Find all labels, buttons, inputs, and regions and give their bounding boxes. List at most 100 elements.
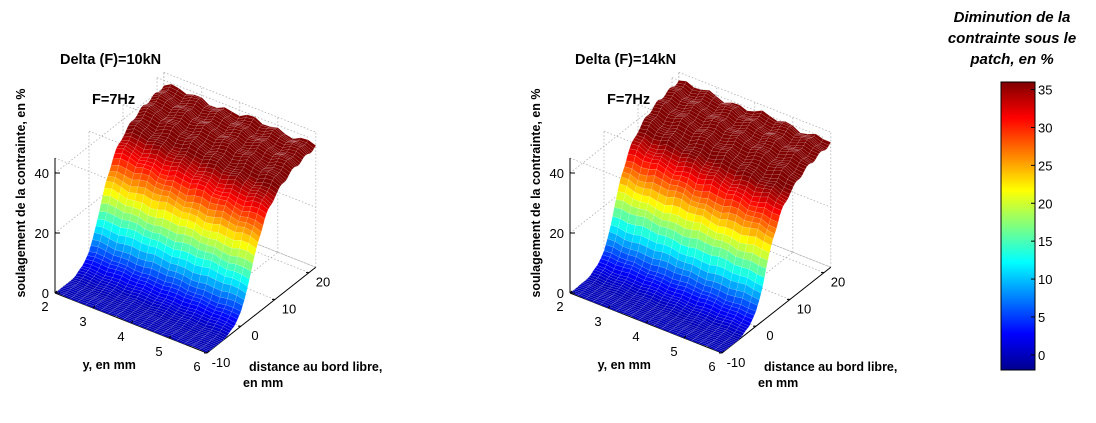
distance-axis-title-line: distance au bord libre, xyxy=(249,360,382,374)
surface-patch xyxy=(809,150,820,157)
distance-tick-label: -10 xyxy=(727,355,746,370)
tick-labels: 0 20 40 2 3 4 5 6 -10 0 10 20 xyxy=(550,166,846,374)
surface-patch xyxy=(263,194,274,205)
surface-patch xyxy=(724,340,735,346)
x-tick xyxy=(168,335,172,339)
surface-patch xyxy=(255,213,265,226)
chart-title: Delta (F)=10kN xyxy=(60,52,161,68)
surface-chart-14kN: 0 20 40 2 3 4 5 6 -10 0 10 20 y, en mm distance au bo… xyxy=(529,52,897,390)
surface-patch xyxy=(296,148,306,158)
x-tick-label: 5 xyxy=(670,344,677,359)
x-tick-label: 3 xyxy=(79,314,86,329)
surface-patch xyxy=(248,235,259,250)
surface-patch xyxy=(792,171,803,179)
surface-patch xyxy=(202,345,213,351)
surface-patch xyxy=(744,312,755,320)
surface-patch xyxy=(734,329,745,336)
surface-patch xyxy=(279,169,289,180)
surface-patch xyxy=(282,163,293,173)
surface-patch xyxy=(284,160,294,170)
surface-patch xyxy=(297,146,308,156)
colorbar-tick-label: 35 xyxy=(1038,83,1052,98)
surface-patch xyxy=(258,203,269,214)
surface-patch xyxy=(209,339,220,346)
surface-patch xyxy=(262,196,272,207)
z-axis-title: soulagement de la contrainte, en % xyxy=(14,88,28,297)
surface-patch xyxy=(715,347,726,352)
surface-patch xyxy=(753,282,763,294)
surface-patch xyxy=(717,345,728,351)
surface-patch xyxy=(736,327,747,334)
x-tick-label: 2 xyxy=(41,299,48,314)
surface-patch xyxy=(811,147,821,155)
surface-patch xyxy=(272,177,283,187)
distance-axis-title-line: distance au bord libre, xyxy=(764,360,897,374)
surface-patch xyxy=(743,315,753,324)
surface-patch xyxy=(211,338,221,344)
surface-patch xyxy=(729,336,740,342)
colorbar-tick-label: 20 xyxy=(1038,196,1052,211)
distance-axis-title-line: en mm xyxy=(758,376,798,390)
x-tick-label: 2 xyxy=(556,299,563,314)
colorbar-gradient xyxy=(1000,81,1036,371)
colorbar-tick-label: 15 xyxy=(1038,234,1052,249)
surface-patch xyxy=(306,139,316,149)
surface-patch xyxy=(217,331,228,338)
surface-patch xyxy=(756,265,767,278)
surface-patch xyxy=(819,141,830,149)
x-tick xyxy=(607,305,611,309)
surface-patch xyxy=(794,169,804,177)
chart-title: Delta (F)=14kN xyxy=(575,52,676,68)
surface-patch xyxy=(241,266,252,280)
colorbar-title-line: patch, en % xyxy=(969,51,1053,68)
distance-axis-title-line: en mm xyxy=(243,376,283,390)
surface-patch xyxy=(766,224,777,235)
surface-patch xyxy=(277,172,288,182)
surface-patch xyxy=(751,289,762,301)
surface-patch xyxy=(270,180,281,190)
surface-patch xyxy=(236,288,247,301)
x-tick xyxy=(54,290,58,294)
x-tick xyxy=(206,350,210,354)
surface-patch xyxy=(287,158,298,167)
x-tick xyxy=(569,290,573,294)
x-tick-label: 3 xyxy=(594,314,601,329)
x-tick-label: 6 xyxy=(708,359,715,374)
distance-tick-label: 10 xyxy=(797,301,811,316)
surface-patch xyxy=(795,166,806,173)
colorbar-tick-label: 10 xyxy=(1038,272,1052,287)
x-axis-title: y, en mm xyxy=(83,358,136,372)
distance-tick-label: 0 xyxy=(251,328,258,343)
surface-patch xyxy=(251,225,262,238)
surface-patch xyxy=(765,229,775,240)
surface-patch xyxy=(802,157,813,164)
surface-patch xyxy=(748,301,758,312)
surface-patch xyxy=(292,154,303,164)
surface-patch xyxy=(260,199,271,210)
surface-patch xyxy=(725,339,736,344)
x-tick-label: 6 xyxy=(193,359,200,374)
surface-patch xyxy=(245,250,255,264)
surface-patch xyxy=(799,160,809,167)
x-tick-label: 5 xyxy=(155,344,162,359)
surface-patch xyxy=(226,318,237,327)
surface-patch xyxy=(775,198,786,207)
z-tick-label: 20 xyxy=(550,226,564,241)
surface-patch xyxy=(238,281,248,294)
colorbar-title-line: contrainte sous le xyxy=(948,30,1076,47)
distance-axis-line xyxy=(721,266,832,354)
distance-axis-line xyxy=(206,266,317,354)
colorbar: 0 5 10 15 20 25 30 35 Diminution de la contrainte… xyxy=(948,9,1076,371)
z-tick-label: 20 xyxy=(35,226,49,241)
surface-patch xyxy=(253,220,264,233)
surface-patch xyxy=(234,295,245,306)
chart-subtitle: F=7Hz xyxy=(92,92,135,108)
surface-patch xyxy=(785,179,796,187)
x-tick xyxy=(130,320,134,324)
surface-patch xyxy=(304,142,315,152)
z-tick-label: 40 xyxy=(550,166,564,181)
colorbar-tick-label: 30 xyxy=(1038,120,1052,135)
distance-tick-label: 10 xyxy=(282,301,296,316)
surface-patch xyxy=(267,188,277,198)
